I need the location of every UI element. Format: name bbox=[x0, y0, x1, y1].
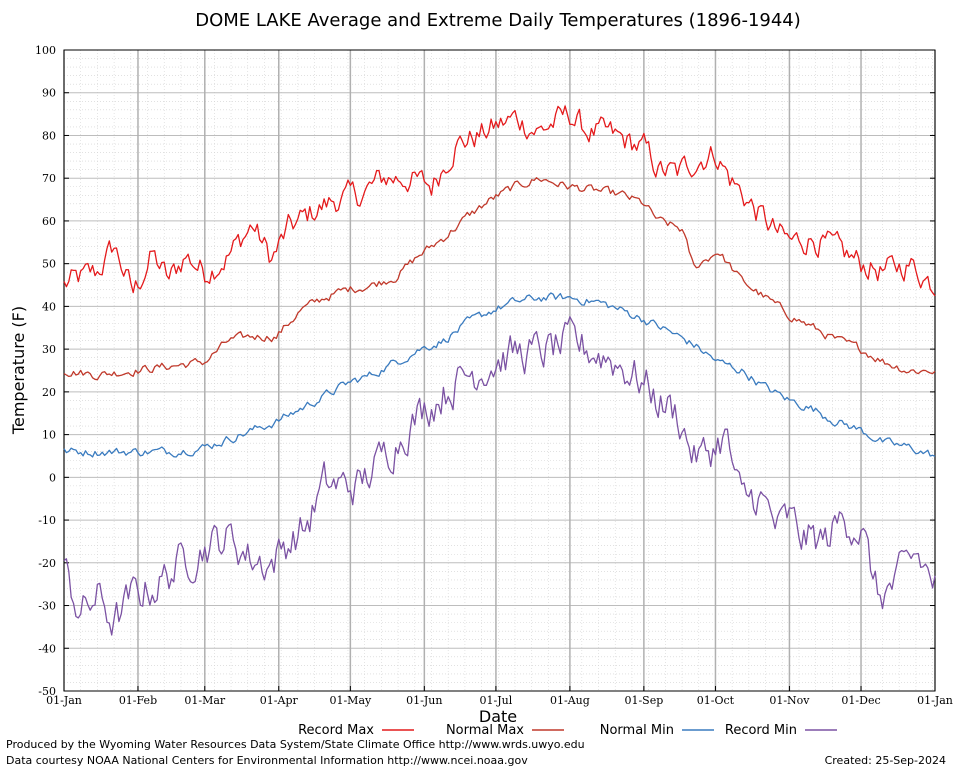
legend-label-normal-min: Normal Min bbox=[600, 723, 674, 738]
legend-label-record-min: Record Min bbox=[725, 723, 797, 738]
y-tick-label: 90 bbox=[42, 87, 56, 100]
y-tick-label: 40 bbox=[42, 300, 56, 313]
y-tick-label: -20 bbox=[38, 557, 56, 570]
legend-label-normal-max: Normal Max bbox=[446, 723, 524, 738]
y-tick-label: 100 bbox=[35, 44, 56, 57]
x-tick-label: 01-Jan bbox=[917, 694, 953, 707]
footer-produced-by: Produced by the Wyoming Water Resources … bbox=[6, 738, 585, 751]
series-line-record-max bbox=[63, 105, 936, 297]
y-tick-label: -40 bbox=[38, 642, 56, 655]
legend: Record Max Normal Max Normal Min Record … bbox=[298, 723, 837, 738]
x-tick-label: 01-Oct bbox=[697, 694, 735, 707]
series-line-normal-max bbox=[63, 177, 936, 381]
x-tick-label: 01-Jul bbox=[480, 694, 513, 707]
x-tick-label: 01-Sep bbox=[624, 694, 663, 707]
x-tick-label: 01-Feb bbox=[119, 694, 157, 707]
x-tick-label: 01-Dec bbox=[841, 694, 880, 707]
y-axis-label: Temperature (F) bbox=[9, 306, 28, 435]
footer-created-date: Created: 25-Sep-2024 bbox=[825, 754, 946, 767]
x-tick-label: 01-Nov bbox=[769, 694, 810, 707]
y-tick-label: 10 bbox=[42, 429, 56, 442]
y-tick-label: -30 bbox=[38, 600, 56, 613]
series-lines bbox=[63, 105, 936, 636]
x-axis-label: Date bbox=[479, 707, 517, 726]
legend-label-record-max: Record Max bbox=[298, 723, 374, 738]
x-tick-label: 01-Apr bbox=[260, 694, 299, 707]
y-tick-label: 20 bbox=[42, 386, 56, 399]
y-tick-label: 60 bbox=[42, 215, 56, 228]
y-tick-label: -10 bbox=[38, 514, 56, 527]
x-tick-label: 01-Aug bbox=[550, 694, 590, 707]
chart-title: DOME LAKE Average and Extreme Daily Temp… bbox=[195, 10, 801, 31]
plot-area bbox=[63, 49, 936, 692]
x-tick-label: 01-Jun bbox=[406, 694, 442, 707]
x-tick-label: 01-Jan bbox=[46, 694, 82, 707]
series-line-record-min bbox=[63, 316, 936, 636]
y-tick-label: 30 bbox=[42, 343, 56, 356]
y-tick-label: 0 bbox=[49, 471, 56, 484]
x-axis: 01-Jan 01-Feb 01-Mar 01-Apr 01-May 01-Jun 01-J… bbox=[46, 686, 953, 707]
x-tick-label: 01-Mar bbox=[184, 694, 226, 707]
y-tick-label: 70 bbox=[42, 172, 56, 185]
y-tick-label: -50 bbox=[38, 685, 56, 698]
y-tick-label: 50 bbox=[42, 258, 56, 271]
x-tick-label: 01-May bbox=[329, 694, 372, 707]
series-line-normal-min bbox=[63, 292, 936, 458]
footer-data-courtesy: Data courtesy NOAA National Centers for … bbox=[6, 754, 528, 767]
y-tick-label: 80 bbox=[42, 129, 56, 142]
